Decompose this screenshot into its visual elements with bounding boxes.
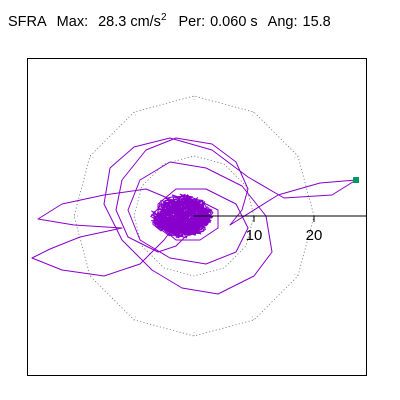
ring-label-20: 20 <box>306 227 323 244</box>
radial-tick <box>251 316 255 321</box>
radial-tick <box>133 111 137 116</box>
max-unit-exponent: 2 <box>160 12 167 24</box>
plot-header: SFRA Max: 28.3 cm/s2 Per: 0.060 s Ang: 1… <box>8 12 331 38</box>
angle-label: Ang: <box>267 14 298 30</box>
radial-tick <box>133 316 137 321</box>
reference-axis <box>194 215 367 222</box>
angle-value: 15.8 <box>302 14 331 30</box>
period-label: Per: <box>178 14 206 30</box>
ring-label-10: 10 <box>246 227 263 244</box>
radial-tick <box>294 273 299 277</box>
radial-tick <box>294 155 299 159</box>
trace-central-cluster <box>150 193 214 239</box>
trace-west-loops <box>31 188 183 277</box>
station-title: SFRA <box>8 14 47 30</box>
max-unit-base: cm/s <box>130 14 161 30</box>
max-unit: cm/s2 <box>130 12 167 30</box>
max-value: 28.3 <box>98 14 127 30</box>
polar-ring-10 <box>133 155 255 277</box>
max-label: Max: <box>56 14 89 30</box>
motion-traces <box>31 137 357 295</box>
end-marker <box>353 177 359 183</box>
period-value: 0.060 s <box>210 14 258 30</box>
radial-tick <box>251 111 255 116</box>
end-point-marker <box>353 177 359 183</box>
ring-labels: 10 20 <box>246 227 323 244</box>
radial-tick <box>89 155 94 159</box>
